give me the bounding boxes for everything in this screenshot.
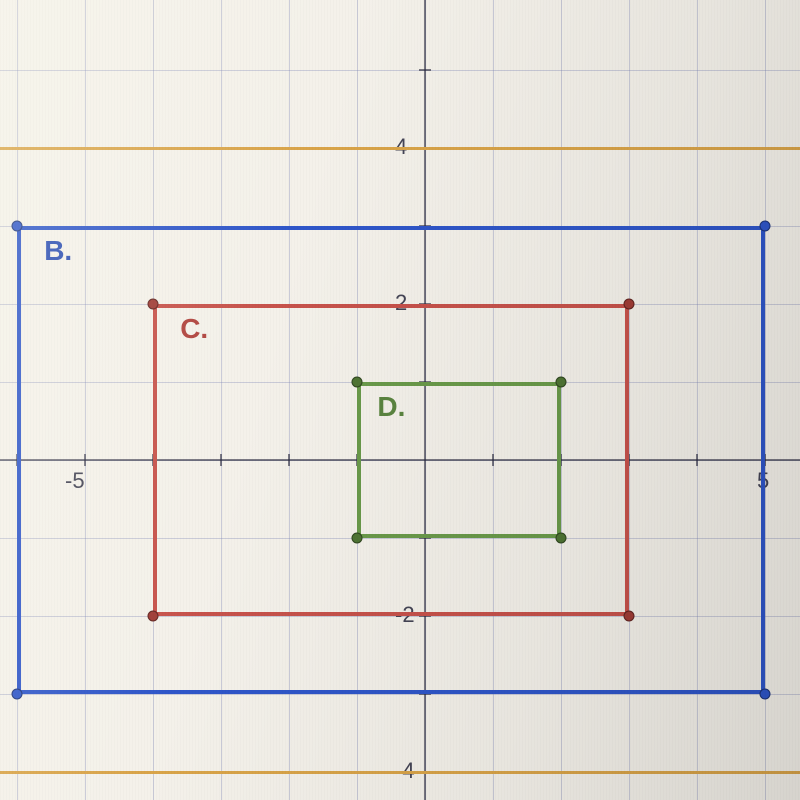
shape-label-D: D. xyxy=(377,391,405,423)
vertex-B xyxy=(760,689,771,700)
vertex-C xyxy=(624,611,635,622)
shape-label-B: B. xyxy=(44,235,72,267)
vertex-C xyxy=(624,299,635,310)
vertex-B xyxy=(12,221,23,232)
grid-horizontal xyxy=(0,70,800,71)
vertex-B xyxy=(760,221,771,232)
shape-label-C: C. xyxy=(180,313,208,345)
line-A xyxy=(0,771,800,774)
vertex-C xyxy=(148,611,159,622)
line-A xyxy=(0,147,800,150)
vertex-D xyxy=(556,377,567,388)
vertex-D xyxy=(352,533,363,544)
vertex-D xyxy=(556,533,567,544)
coordinate-plane: -5542-2-4A.B.C.D. xyxy=(0,0,800,800)
vertex-C xyxy=(148,299,159,310)
y-tick xyxy=(419,69,431,71)
vertex-D xyxy=(352,377,363,388)
vertex-B xyxy=(12,689,23,700)
